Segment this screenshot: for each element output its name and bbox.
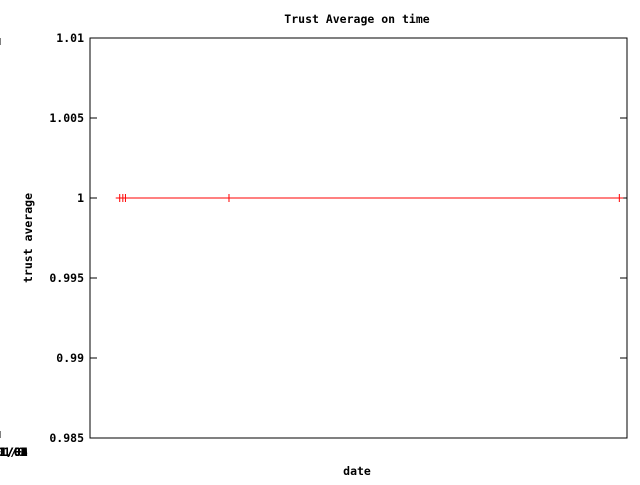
x-tick-label: 01/01/08	[0, 445, 28, 459]
x-axis: 01/01/0001/01/0101/01/0201/01/0301/01/04…	[0, 38, 28, 459]
x-tick-label: 01/01/01	[0, 445, 28, 459]
x-tick-label: 01/01/02	[0, 445, 28, 459]
y-tick-label: 0.99	[56, 351, 84, 365]
y-axis: 0.985 0.99 0.995 1 1.005 1.01	[49, 31, 627, 445]
x-tick-label: 01/01/03	[0, 445, 28, 459]
y-tick-label: 0.995	[49, 271, 84, 285]
x-tick-label: 01/01/04	[0, 445, 28, 459]
x-tick-label: 01/01/00	[0, 445, 28, 459]
data-point	[615, 194, 624, 202]
y-tick-label: 1.005	[49, 111, 84, 125]
plot-frame	[89, 37, 628, 439]
data-point	[224, 194, 233, 202]
y-axis-label: trust average	[21, 193, 35, 283]
series-group	[115, 194, 624, 202]
y-tick-label: 1	[77, 191, 84, 205]
y-tick-label: 1.01	[56, 31, 84, 45]
x-tick-label: 01/01/0	[0, 445, 24, 459]
data-point	[121, 194, 130, 202]
x-tick-label: 01/01/05	[0, 445, 28, 459]
y-tick-label: 0.985	[49, 431, 84, 445]
chart-title: Trust Average on time	[284, 12, 429, 26]
x-axis-label: date	[343, 464, 371, 478]
x-tick-label: 01/01/07	[0, 445, 28, 459]
x-tick-label: 01/01/06	[0, 445, 28, 459]
